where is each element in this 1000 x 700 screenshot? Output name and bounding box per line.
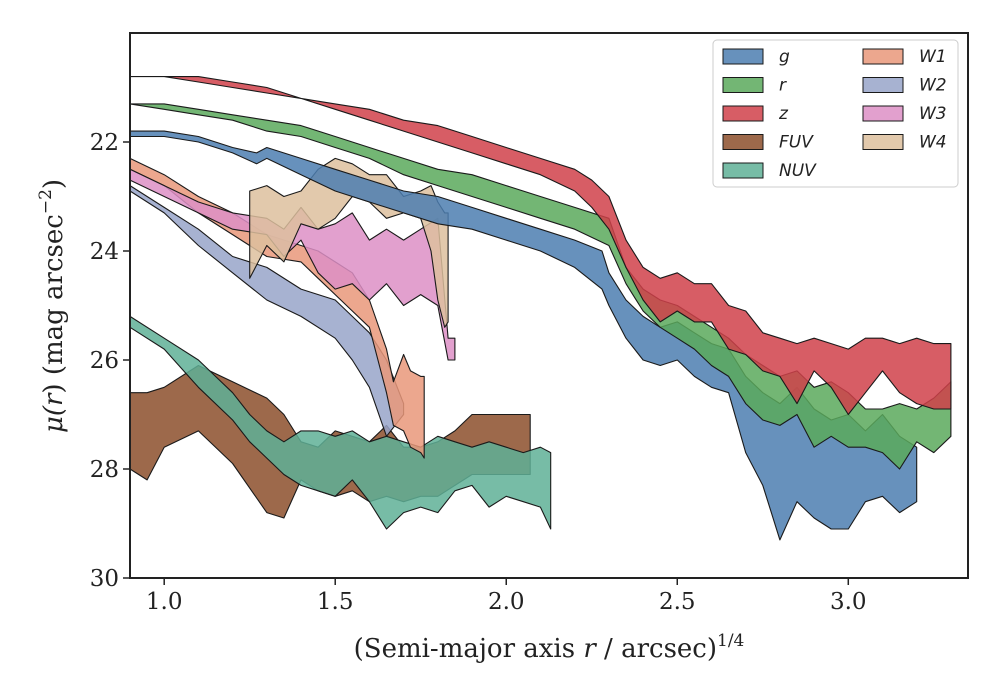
x-tick-label: 3.0 (830, 589, 867, 615)
y-tick-label: 28 (90, 457, 119, 483)
legend-label-r: r (779, 76, 787, 96)
legend-swatch-w2 (862, 77, 904, 93)
legend-swatch-z (722, 105, 764, 122)
legend-label-w3: W3 (919, 104, 947, 124)
legend-label-z: z (778, 104, 789, 124)
legend-label-nuv: NUV (779, 161, 817, 181)
legend-swatch-g (722, 48, 764, 65)
legend-box (712, 39, 959, 188)
series-band-nuv (129, 315, 552, 530)
legend-swatch-nuv (722, 162, 764, 179)
series-band-g (129, 130, 918, 541)
x-axis: 1.0 1.5 2.0 2.5 3.0 (146, 578, 867, 615)
series-bands (129, 76, 952, 541)
legend-label-w1: W1 (919, 47, 947, 67)
legend-label-w2: W2 (919, 76, 947, 96)
legend-swatch-w4 (862, 134, 904, 150)
y-tick-label: 26 (90, 348, 119, 374)
y-axis-title: μ(r) (mag arcsec−2) (36, 179, 69, 433)
y-axis: 22 24 26 28 30 (90, 130, 130, 592)
legend-label-fuv: FUV (779, 133, 814, 153)
x-axis-title: (Semi-major axis r / arcsec)1/4 (354, 631, 745, 664)
y-tick-label: 24 (90, 239, 119, 265)
x-tick-label: 2.5 (659, 589, 696, 615)
legend-swatch-fuv (722, 134, 764, 150)
x-tick-label: 2.0 (488, 589, 525, 615)
x-tick-label: 1.0 (146, 589, 183, 615)
plot-frame (129, 32, 969, 579)
y-tick-label: 30 (90, 566, 119, 592)
legend-swatch-w1 (862, 48, 904, 65)
legend: grz FUV NUV W1 W2 W3 W4 (712, 39, 959, 188)
legend-label-g: g (779, 47, 790, 67)
series-band-z (129, 76, 952, 416)
legend-label-w4: W4 (919, 133, 947, 153)
x-tick-label: 1.5 (317, 589, 354, 615)
y-tick-label: 22 (90, 130, 119, 156)
legend-swatch-w3 (862, 105, 904, 122)
legend-swatch-r (722, 77, 764, 93)
